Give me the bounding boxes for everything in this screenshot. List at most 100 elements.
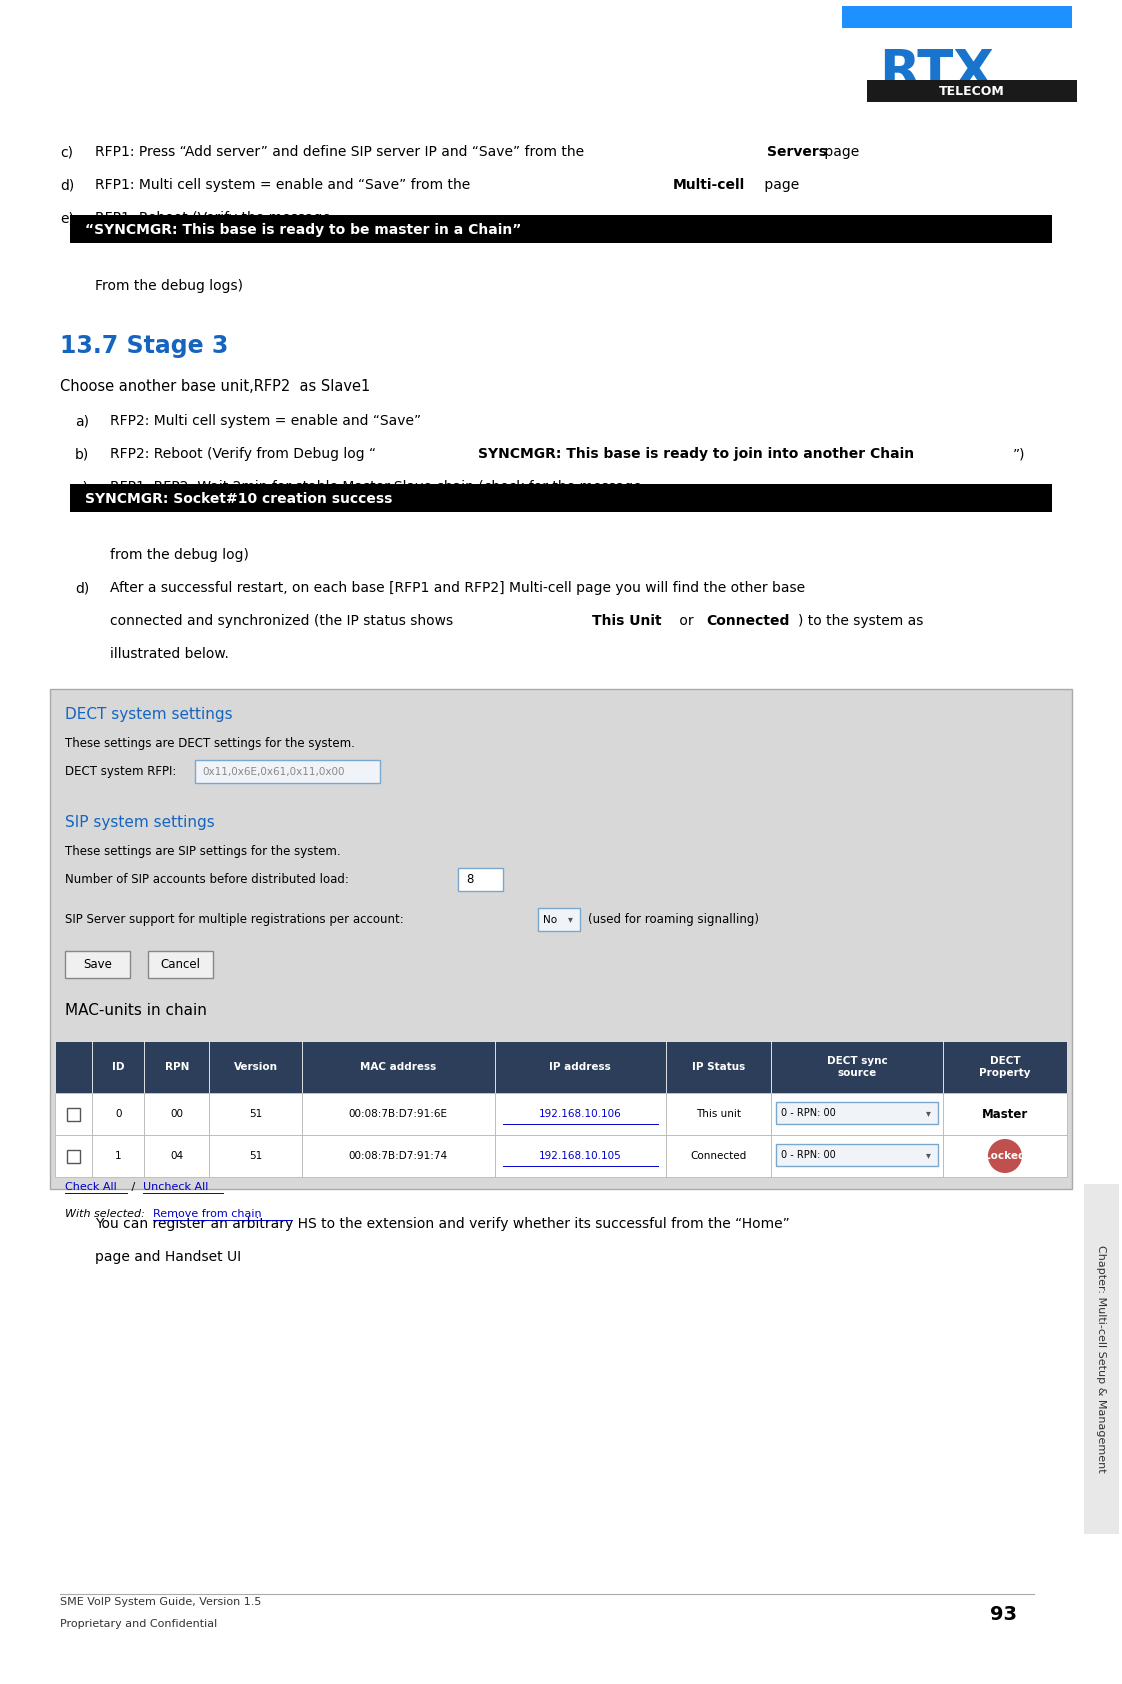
Text: /: / xyxy=(128,1182,139,1192)
Text: MAC address: MAC address xyxy=(360,1063,436,1073)
Bar xyxy=(55,1093,92,1135)
Text: SYNCMGR: Socket#10 creation success: SYNCMGR: Socket#10 creation success xyxy=(85,492,393,505)
Text: 00: 00 xyxy=(171,1110,183,1118)
Text: With selected:: With selected: xyxy=(65,1209,145,1219)
Text: You can register an arbitrary HS to the extension and verify whether its success: You can register an arbitrary HS to the … xyxy=(95,1218,790,1231)
Text: page: page xyxy=(820,145,859,158)
Text: 51: 51 xyxy=(249,1150,263,1160)
Bar xyxy=(942,1041,1067,1093)
Text: or: or xyxy=(675,615,698,628)
Bar xyxy=(92,1093,145,1135)
Text: RFP2: Multi cell system = enable and “Save”: RFP2: Multi cell system = enable and “Sa… xyxy=(110,414,421,428)
Bar xyxy=(145,1093,209,1135)
Bar xyxy=(495,1135,666,1177)
Text: Choose another base unit,RFP2  as Slave1: Choose another base unit,RFP2 as Slave1 xyxy=(59,379,370,394)
Text: “SYNCMGR: This base is ready to be master in a Chain”: “SYNCMGR: This base is ready to be maste… xyxy=(85,222,522,237)
Text: RFP1: Multi cell system = enable and “Save” from the: RFP1: Multi cell system = enable and “Sa… xyxy=(95,179,475,192)
Text: c): c) xyxy=(59,145,73,158)
Text: illustrated below.: illustrated below. xyxy=(110,647,229,662)
Text: SIP Server support for multiple registrations per account:: SIP Server support for multiple registra… xyxy=(65,913,404,926)
Bar xyxy=(65,951,130,978)
Text: Connected: Connected xyxy=(706,615,790,628)
Text: RFP2: Reboot (Verify from Debug log “: RFP2: Reboot (Verify from Debug log “ xyxy=(110,446,376,461)
Text: Check All: Check All xyxy=(65,1182,117,1192)
Bar xyxy=(666,1093,772,1135)
Bar xyxy=(867,81,1077,103)
Bar xyxy=(495,1093,666,1135)
Text: SME VoIP System Guide, Version 1.5: SME VoIP System Guide, Version 1.5 xyxy=(59,1596,261,1607)
Text: 51: 51 xyxy=(249,1110,263,1118)
Text: RFP1, RFP2: Wait 2min for stable Master-Slave chain (check for the message:: RFP1, RFP2: Wait 2min for stable Master-… xyxy=(110,480,646,493)
Bar xyxy=(70,483,1052,512)
Text: MAC-units in chain: MAC-units in chain xyxy=(65,1004,206,1019)
Text: ▾: ▾ xyxy=(926,1108,931,1118)
Bar xyxy=(842,7,1072,29)
Text: Save: Save xyxy=(83,958,112,972)
Text: Proprietary and Confidential: Proprietary and Confidential xyxy=(59,1618,218,1628)
Text: 93: 93 xyxy=(990,1605,1017,1623)
Text: Servers: Servers xyxy=(767,145,827,158)
Text: from the debug log): from the debug log) xyxy=(110,547,249,562)
Text: e): e) xyxy=(59,210,74,226)
Bar xyxy=(209,1135,302,1177)
Bar xyxy=(92,1041,145,1093)
Text: Uncheck All: Uncheck All xyxy=(142,1182,209,1192)
Bar xyxy=(50,689,1072,1189)
Text: Multi-cell: Multi-cell xyxy=(673,179,745,192)
Text: RFP1: Reboot (Verify the message:: RFP1: Reboot (Verify the message: xyxy=(95,210,335,226)
Text: 1: 1 xyxy=(116,1150,121,1160)
Text: RPN: RPN xyxy=(165,1063,188,1073)
Bar xyxy=(772,1041,942,1093)
Text: ▾: ▾ xyxy=(926,1150,931,1160)
Bar xyxy=(67,1108,80,1120)
Text: TELECOM: TELECOM xyxy=(939,84,1005,98)
Text: 8: 8 xyxy=(466,872,473,886)
Bar xyxy=(145,1135,209,1177)
Bar xyxy=(942,1093,1067,1135)
Text: SIP system settings: SIP system settings xyxy=(65,815,214,830)
Text: Connected: Connected xyxy=(690,1150,747,1160)
Text: DECT system RFPI:: DECT system RFPI: xyxy=(65,765,176,778)
Text: ID: ID xyxy=(112,1063,125,1073)
Text: 0 - RPN: 00: 0 - RPN: 00 xyxy=(781,1108,836,1118)
Text: DECT
Property: DECT Property xyxy=(980,1056,1031,1078)
Bar xyxy=(495,1041,666,1093)
Bar xyxy=(666,1135,772,1177)
Bar xyxy=(772,1135,942,1177)
Text: No: No xyxy=(543,914,558,925)
Text: 00:08:7B:D7:91:6E: 00:08:7B:D7:91:6E xyxy=(349,1110,448,1118)
Bar xyxy=(458,867,503,891)
Bar xyxy=(92,1135,145,1177)
Text: 13.7 Stage 3: 13.7 Stage 3 xyxy=(59,333,229,359)
Text: 00:08:7B:D7:91:74: 00:08:7B:D7:91:74 xyxy=(349,1150,448,1160)
Text: b): b) xyxy=(75,446,90,461)
Text: RTX: RTX xyxy=(288,886,773,1100)
Text: This unit: This unit xyxy=(696,1110,742,1118)
Bar xyxy=(776,1143,938,1165)
Text: d): d) xyxy=(75,581,90,594)
Text: ▾: ▾ xyxy=(568,914,573,925)
Text: These settings are SIP settings for the system.: These settings are SIP settings for the … xyxy=(65,845,341,859)
Bar xyxy=(55,1041,92,1093)
Bar xyxy=(70,216,1052,242)
Text: This Unit: This Unit xyxy=(592,615,662,628)
Bar xyxy=(666,1041,772,1093)
Text: DECT sync
source: DECT sync source xyxy=(827,1056,888,1078)
Text: Remove from chain: Remove from chain xyxy=(153,1209,261,1219)
Text: 0x11,0x6E,0x61,0x11,0x00: 0x11,0x6E,0x61,0x11,0x00 xyxy=(202,766,344,776)
Bar xyxy=(209,1041,302,1093)
Text: After a successful restart, on each base [RFP1 and RFP2] Multi-cell page you wil: After a successful restart, on each base… xyxy=(110,581,806,594)
Circle shape xyxy=(987,1138,1022,1174)
Text: SYNCMGR: This base is ready to join into another Chain: SYNCMGR: This base is ready to join into… xyxy=(478,446,914,461)
Text: Locked: Locked xyxy=(984,1150,1026,1160)
Bar xyxy=(302,1093,495,1135)
Text: RFP1: Press “Add server” and define SIP server IP and “Save” from the: RFP1: Press “Add server” and define SIP … xyxy=(95,145,589,158)
Text: d): d) xyxy=(59,179,74,192)
Bar xyxy=(776,1101,938,1123)
Text: Cancel: Cancel xyxy=(160,958,201,972)
Text: a): a) xyxy=(75,414,89,428)
Text: DECT system settings: DECT system settings xyxy=(65,707,232,722)
Text: connected and synchronized (the IP status shows: connected and synchronized (the IP statu… xyxy=(110,615,458,628)
Text: ”): ”) xyxy=(1013,446,1026,461)
Text: c): c) xyxy=(75,480,88,493)
